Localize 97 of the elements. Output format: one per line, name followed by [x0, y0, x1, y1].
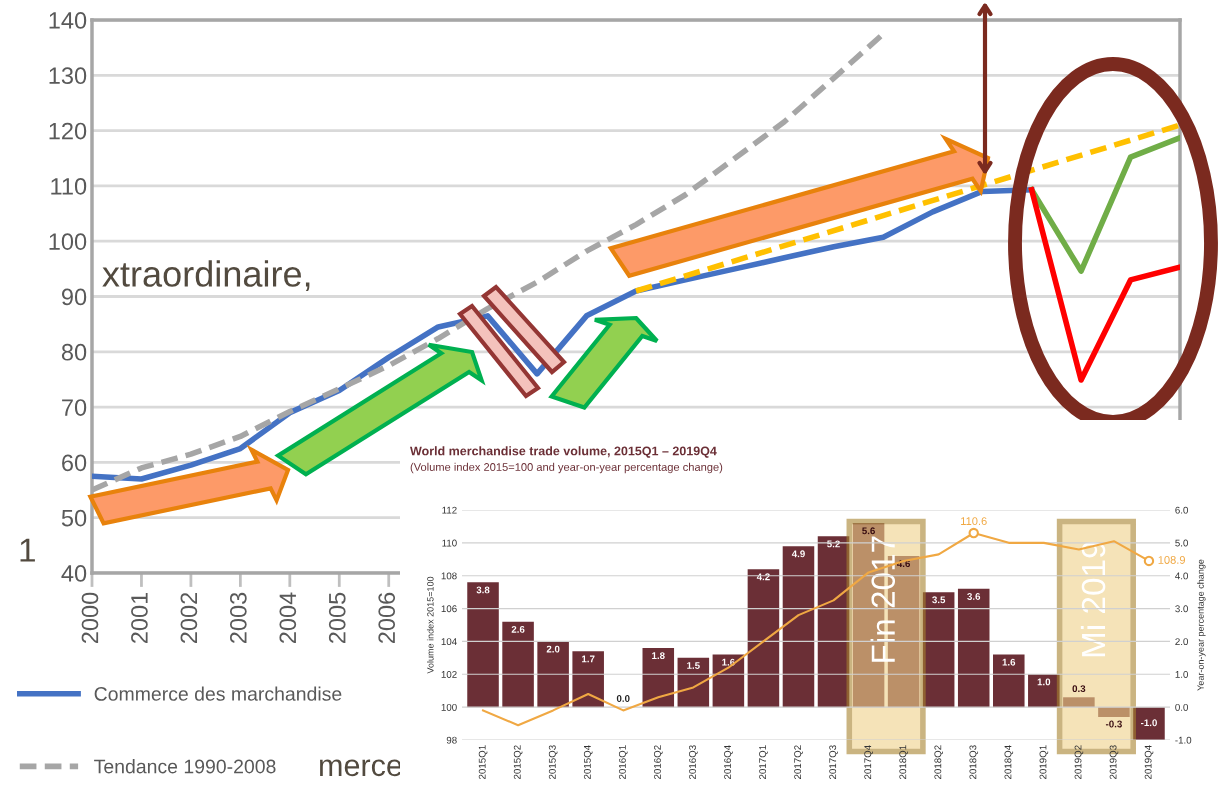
x-tick-label: 2017Q3 [829, 745, 838, 779]
y-tick-label: 130 [49, 67, 87, 85]
x-tick-label: 2001 [131, 592, 148, 644]
x-tick-label: 2018Q1 [899, 745, 908, 779]
y2-tick-label: 4.0 [1175, 572, 1188, 580]
y2-tick-label: 3.0 [1175, 605, 1188, 613]
x-tick-label: 2002 [180, 592, 198, 644]
bar [782, 546, 815, 708]
data-label: 1.7 [582, 655, 595, 663]
x-tick-label: 2005 [328, 592, 346, 644]
x-tick-label: 2015Q3 [548, 745, 558, 779]
x-tick-label: 2004 [279, 592, 297, 644]
y-tick-label: 140 [49, 12, 87, 29]
y2-tick-label: 6.0 [1175, 506, 1188, 514]
x-tick-label: 2000 [81, 592, 99, 644]
x-tick-label: 2017Q1 [759, 745, 768, 779]
x-tick-label: 2019Q1 [1039, 745, 1049, 779]
data-label: 3.6 [967, 593, 981, 600]
x-tick-label: 2018Q4 [1004, 745, 1014, 779]
bar [1098, 707, 1130, 717]
y-tick-label: 98 [446, 736, 457, 744]
data-label: 2.0 [546, 645, 560, 653]
x-tick-label: 2018Q3 [969, 745, 979, 779]
x-tick-label: 2019Q2 [1074, 745, 1084, 779]
bar [922, 592, 955, 708]
x-tick-label: 2015Q4 [583, 745, 593, 779]
x-tick-label: 2016Q4 [724, 745, 733, 779]
y-tick-label: 100 [49, 233, 87, 250]
annotation: xtraordinaire, [102, 260, 310, 292]
data-label: 4.2 [756, 573, 770, 581]
data-label: 4.9 [791, 550, 805, 558]
data-label: 1.0 [1037, 678, 1051, 686]
x-tick-label: 2016Q3 [689, 745, 698, 779]
data-label: 3.8 [476, 586, 490, 594]
data-label: 5.6 [862, 527, 875, 535]
text: 1 [20, 538, 35, 562]
y2-tick-label: 2.0 [1175, 638, 1188, 646]
x-tick-label: 2017Q4 [864, 745, 873, 779]
data-label: 0.3 [1072, 685, 1086, 693]
bar [957, 588, 990, 708]
y-tick-label: 50 [61, 509, 87, 527]
y2-tick-label: 0.0 [1175, 703, 1188, 711]
x-tick-label: 2017Q2 [794, 745, 803, 779]
legend-label: Commerce des marchandise [94, 686, 342, 701]
data-label: 0.0 [616, 695, 630, 702]
data-label: 1.8 [652, 652, 665, 660]
bar [993, 654, 1025, 708]
x-tick-label: 2018Q2 [934, 745, 944, 779]
bar [467, 582, 499, 708]
y-tick-label: 108 [441, 572, 457, 580]
y-axis-title: Volume index 2015=100 [426, 576, 434, 674]
y2-tick-label: -1.0 [1175, 736, 1192, 744]
x-tick-label: 2003 [229, 592, 247, 644]
y-tick-label: 60 [62, 454, 87, 472]
y-tick-label: 106 [441, 605, 457, 613]
bar [537, 641, 569, 708]
y-tick-label: 90 [61, 288, 87, 306]
x-tick-label: 2006 [378, 592, 396, 644]
y-tick-label: 110 [51, 177, 87, 195]
x-tick-label: 2016Q2 [654, 745, 663, 779]
data-label: 5.2 [827, 540, 840, 548]
data-label: 3.5 [932, 596, 946, 604]
y-tick-label: 112 [442, 506, 457, 514]
bar [1028, 674, 1060, 708]
text: merce [320, 759, 402, 777]
bar [747, 569, 780, 708]
data-label: 110.6 [961, 517, 987, 526]
x-tick-label: 2019Q4 [1144, 745, 1154, 779]
data-label: 1.5 [687, 662, 700, 669]
legend-label: Tendance 1990-2008 [94, 759, 276, 774]
bar [572, 651, 604, 708]
data-label: -0.3 [1105, 720, 1122, 728]
bar [1133, 707, 1165, 740]
y-tick-label: 100 [441, 703, 457, 711]
y2-tick-label: 5.0 [1175, 539, 1188, 547]
chart-title: World merchandise trade volume, 2015Q1 – 2019Q4 [410, 446, 717, 458]
data-label: 108.9 [1158, 556, 1186, 564]
data-label: -1.0 [1140, 719, 1157, 727]
x-tick-label: 2015Q2 [513, 745, 523, 779]
x-tick-label: 2015Q1 [478, 745, 488, 779]
band-label: Mi 2019 [1080, 541, 1106, 657]
bar [502, 621, 534, 708]
y-tick-label: 102 [441, 671, 457, 678]
chart-subtitle: (Volume index 2015=100 and year-on-year percentage change) [410, 462, 723, 474]
y-tick-label: 110 [442, 539, 457, 547]
y-tick-label: 104 [441, 638, 457, 646]
x-tick-label: 2019Q3 [1109, 745, 1119, 779]
y2-tick-label: 1.0 [1175, 671, 1188, 678]
y-tick-label: 70 [62, 399, 87, 416]
x-tick-label: 2016Q1 [618, 745, 628, 779]
data-label: 2.6 [511, 625, 525, 633]
data-label: 1.6 [1002, 658, 1016, 666]
y2-axis-title: Year-on-year percentage change [1197, 559, 1206, 691]
y-tick-label: 80 [61, 343, 87, 361]
y-tick-label: 40 [61, 565, 87, 582]
y-tick-label: 120 [49, 122, 87, 140]
bar [1063, 697, 1095, 708]
